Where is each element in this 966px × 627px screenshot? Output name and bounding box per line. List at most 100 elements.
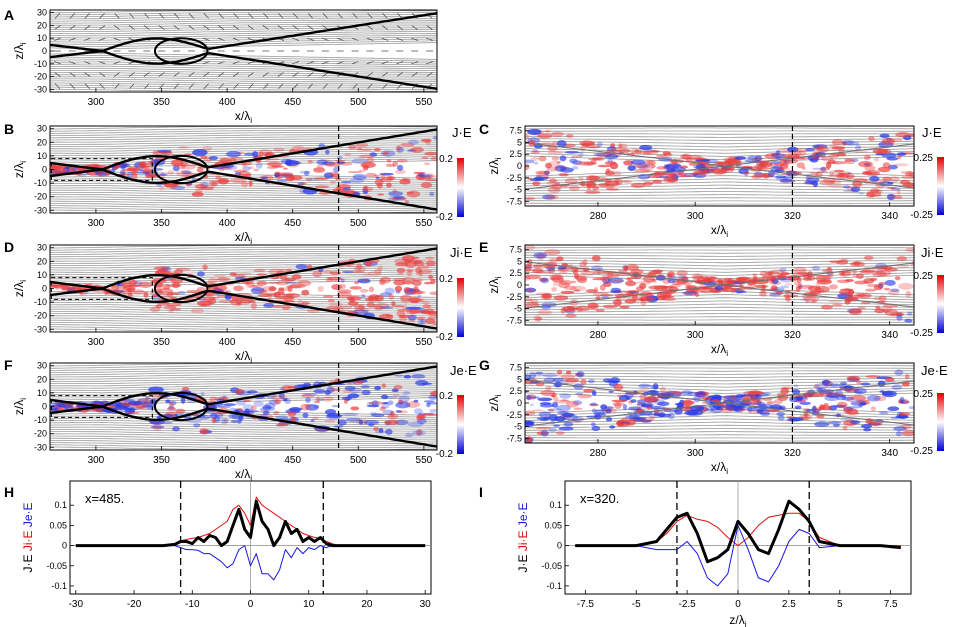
heat-patch [624,298,636,304]
field-line [50,364,437,369]
x-tick-label: 300 [88,218,105,229]
separatrix-line [525,379,914,404]
heat-patch [652,383,659,390]
heat-patch [181,386,190,391]
heat-patch [281,385,292,391]
vector-arrow [202,61,210,65]
separatrix-line [50,405,437,448]
heat-patch [543,377,556,383]
heat-patch [142,168,154,174]
heat-patch [840,418,853,422]
heat-patch [551,287,557,292]
heat-patch [430,156,437,162]
heat-patch [784,155,795,159]
heat-patch [641,402,654,409]
vector-arrow [203,25,210,30]
heat-patch [553,295,569,301]
svg-text:z/λi: z/λi [729,613,746,627]
heat-patch [420,138,432,143]
vector-arrow [144,83,150,89]
vector-arrow [98,37,106,41]
vector-arrow [381,37,389,41]
heat-patch [893,426,907,431]
heat-patch [873,296,882,301]
heat-patch [680,153,693,160]
colorbar-max-label: 0.2 [439,154,453,165]
heat-patch [398,395,410,403]
heat-patch [571,165,579,170]
heat-patch [875,305,881,310]
heat-patch [307,159,313,164]
y-tick-label: 30 [37,124,47,134]
heat-patch [547,145,558,152]
field-line [525,439,914,442]
y-tick-label: -20 [34,429,47,439]
x-tick-label: 30 [420,599,432,610]
vector-arrow [99,25,106,30]
heat-patch [615,178,623,186]
heat-patch [273,147,285,152]
heat-patch [586,183,592,191]
panel-D: 300 350 400 450 500 5503020100-10-20-30x/λiz/… [12,243,473,365]
heat-patch [612,402,625,407]
heat-patch [859,269,875,274]
heat-patch [624,391,634,399]
heat-patch [894,276,901,281]
separatrix-line [525,284,914,309]
heat-patch [360,148,373,152]
colorbar-min-label: -0.25 [910,328,933,339]
colorbar [937,275,944,333]
panel-letter-H: H [4,484,14,500]
x-tick-label: 320 [784,211,801,222]
heat-patch [369,152,378,157]
heat-patch [701,396,712,400]
heat-patch [402,281,414,285]
y-tick-label: -2.5 [506,410,522,420]
heat-patch [884,309,899,316]
y-tick-label: 0 [42,46,47,56]
heat-patch [216,179,232,183]
heat-patch [560,290,575,294]
heat-patch [268,268,284,275]
heat-patch [532,161,539,165]
field-line [50,437,437,442]
heat-patch [812,405,817,413]
field-line [525,259,914,264]
heat-patch [388,293,395,300]
heat-patch [796,271,810,275]
heat-patch [199,428,209,435]
heat-patch [797,397,803,402]
vector-arrow [426,61,433,65]
heat-patch [279,300,296,303]
heat-patch [325,413,341,420]
heat-patch [315,398,324,402]
heat-patch [340,181,352,184]
vector-arrow [113,37,121,41]
heat-patch [877,380,886,387]
heat-patch [400,142,415,147]
heat-patch [625,415,641,420]
heat-patch [742,395,756,398]
heat-patch [413,408,423,415]
heat-patch [177,146,189,149]
heat-patch [273,291,281,299]
heat-patch [373,304,384,311]
heat-patch [357,278,371,284]
heat-patch [379,292,392,297]
heat-patch [904,318,913,323]
heat-patch [525,436,533,443]
heat-patch [570,285,586,292]
heat-patch [404,287,411,291]
heat-patch [553,424,560,427]
heat-patch [889,194,902,199]
heat-patch [412,280,422,286]
y-axis-label: z/λi [487,157,503,174]
field-line [525,135,914,138]
heat-patch [542,373,558,378]
heat-patch [375,176,380,179]
y-tick-label: 30 [37,361,47,371]
heat-patch [844,298,851,305]
x-axis-label: x/λi [235,467,252,483]
x-axis-label: x/λi [235,109,252,125]
